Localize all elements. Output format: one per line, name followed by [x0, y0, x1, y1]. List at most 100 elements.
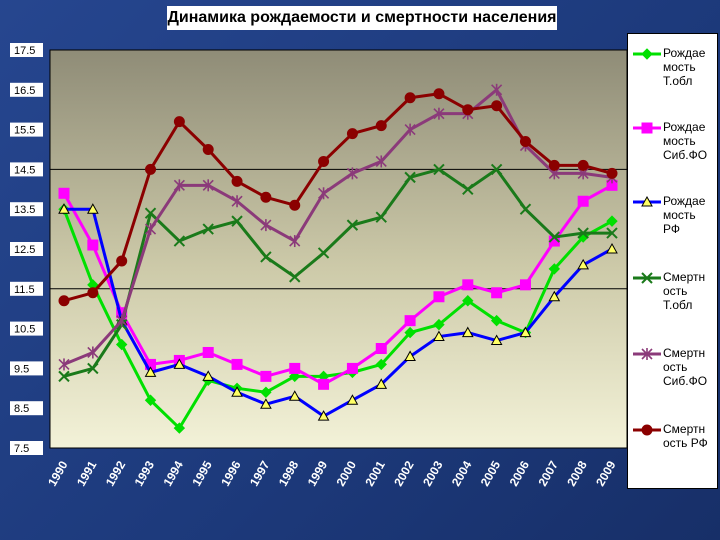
- data-point: [317, 410, 330, 421]
- data-point: [202, 179, 214, 192]
- data-point: [577, 159, 589, 171]
- data-point: [433, 88, 445, 100]
- x-tick-label: 1993: [132, 458, 158, 488]
- data-point: [606, 167, 618, 179]
- x-tick-label: 2008: [564, 458, 590, 488]
- data-point: [519, 279, 531, 291]
- data-point: [202, 223, 214, 235]
- data-point: [58, 187, 70, 199]
- x-tick-label: 1998: [276, 458, 302, 488]
- legend-marker-symbol: [641, 48, 653, 60]
- series-line: [63, 92, 613, 303]
- data-point: [433, 330, 445, 342]
- data-point: [231, 215, 243, 227]
- data-point: [86, 203, 99, 214]
- y-tick: 14.5: [10, 162, 43, 177]
- y-tick: 16.5: [10, 82, 43, 97]
- x-tick-label: 2003: [420, 458, 446, 488]
- data-point: [462, 279, 474, 291]
- data-point: [346, 362, 358, 374]
- y-tick-label: 17.5: [14, 45, 35, 57]
- data-point: [318, 187, 330, 200]
- data-point: [462, 104, 474, 116]
- data-point: [490, 314, 503, 327]
- y-tick: 10.5: [10, 321, 43, 336]
- data-point: [173, 116, 185, 128]
- data-point: [87, 362, 99, 375]
- data-point: [346, 219, 359, 231]
- y-tick: 12.5: [10, 242, 43, 256]
- legend-marker: [633, 122, 661, 134]
- x-tick-label: 1990: [45, 458, 71, 488]
- data-point: [260, 386, 272, 398]
- data-point: [318, 378, 330, 390]
- data-point: [404, 315, 416, 327]
- data-point: [461, 326, 474, 338]
- data-point: [288, 390, 301, 401]
- x-tick-label: 1991: [74, 458, 100, 488]
- legend-label: Смертн ость Т.обл: [663, 270, 706, 312]
- legend-marker: [633, 272, 661, 284]
- data-point: [519, 203, 532, 215]
- y-tick: 8.5: [10, 401, 43, 416]
- data-point: [433, 291, 445, 303]
- data-point: [606, 227, 618, 239]
- legend-label: Смертн ость Сиб.ФО: [663, 346, 708, 388]
- data-point: [491, 287, 503, 299]
- data-point: [346, 394, 359, 405]
- data-point: [375, 378, 388, 389]
- legend-marker: [633, 424, 661, 436]
- data-point: [260, 251, 272, 263]
- data-point: [548, 263, 561, 275]
- data-point: [173, 179, 185, 192]
- x-tick-label: 2001: [362, 458, 388, 488]
- data-point: [173, 235, 186, 247]
- data-point: [404, 171, 416, 184]
- data-point: [375, 343, 387, 354]
- series-line: [62, 208, 613, 430]
- data-point: [260, 191, 272, 203]
- y-tick-label: 9.5: [14, 363, 29, 375]
- data-point: [433, 318, 445, 331]
- legend-marker-symbol: [641, 122, 653, 134]
- legend-marker: [633, 348, 661, 360]
- y-tick-label: 7.5: [14, 443, 29, 455]
- data-point: [173, 358, 186, 369]
- y-tick-label: 10.5: [14, 324, 35, 336]
- data-point: [289, 362, 301, 374]
- data-point: [548, 159, 560, 171]
- data-point: [548, 231, 561, 243]
- legend-marker-symbol: [641, 424, 653, 436]
- y-tick: 13.5: [10, 202, 43, 217]
- data-point: [577, 258, 590, 270]
- data-point: [116, 255, 128, 267]
- y-tick: 7.5: [10, 441, 43, 455]
- y-tick-label: 16.5: [14, 85, 35, 97]
- legend-label: Рождае мость Т.обл: [663, 46, 706, 88]
- x-tick-label: 1999: [305, 458, 331, 488]
- y-tick-label: 12.5: [14, 244, 35, 256]
- data-point: [173, 422, 186, 434]
- data-point: [375, 358, 387, 371]
- legend: Рождае мость Т.обл Рождае мость Сиб.ФО Рож…: [627, 33, 718, 489]
- legend-label: Смертн ость РФ: [663, 422, 708, 450]
- data-point: [519, 326, 532, 338]
- data-point: [260, 219, 272, 232]
- series-5: [58, 88, 618, 307]
- data-point: [433, 107, 445, 120]
- data-point: [260, 370, 272, 382]
- data-point: [231, 175, 243, 187]
- y-tick: 15.5: [10, 122, 43, 137]
- legend-marker: [633, 196, 661, 207]
- y-tick-label: 8.5: [14, 403, 29, 415]
- data-point: [260, 398, 272, 409]
- data-point: [144, 207, 157, 219]
- x-tick-label: 2005: [478, 458, 504, 488]
- data-point: [144, 366, 157, 377]
- legend-marker-symbol: [641, 348, 653, 360]
- data-point: [231, 358, 243, 370]
- x-tick-label: 2006: [507, 458, 533, 488]
- series-1: [58, 179, 618, 390]
- data-point: [462, 183, 474, 196]
